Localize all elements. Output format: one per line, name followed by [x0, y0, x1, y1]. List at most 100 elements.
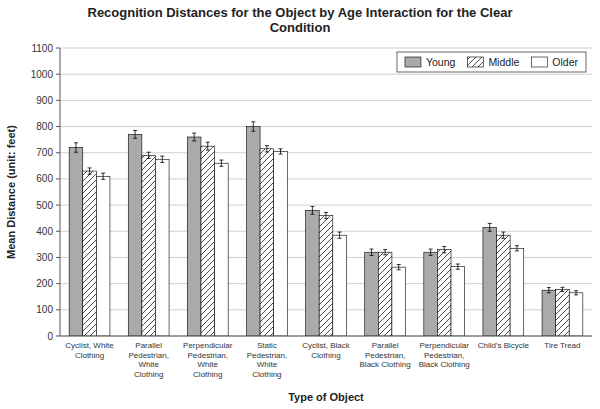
- y-tick: [56, 336, 60, 337]
- bar: [274, 151, 288, 336]
- y-tick-label: 500: [36, 200, 53, 211]
- error-bar: [147, 152, 151, 158]
- y-tick-label: 600: [36, 173, 53, 184]
- error-bar: [515, 246, 519, 251]
- legend-swatch: [405, 57, 421, 67]
- x-tick-label: Cyclist, BlackClothing: [302, 341, 351, 360]
- x-axis: [60, 336, 592, 337]
- error-bar: [133, 130, 137, 138]
- bar: [392, 267, 406, 336]
- grid-line: [60, 336, 592, 337]
- error-bar: [206, 142, 210, 150]
- x-tick-label: Child's Bicycle: [478, 341, 530, 350]
- x-tick-label: Tire Tread: [544, 341, 580, 350]
- grid-line: [60, 74, 592, 75]
- y-tick-label: 1000: [31, 69, 54, 80]
- bar: [215, 163, 229, 336]
- legend: YoungMiddleOlder: [397, 52, 586, 72]
- y-tick: [56, 100, 60, 101]
- y-tick-label: 0: [47, 331, 53, 342]
- error-bar: [429, 249, 433, 255]
- error-bar: [265, 146, 269, 152]
- bar: [437, 250, 451, 336]
- y-tick: [56, 283, 60, 284]
- legend-swatch: [467, 57, 483, 67]
- bar: [365, 252, 379, 336]
- bar: [155, 159, 169, 336]
- error-bar: [219, 160, 223, 166]
- y-axis-label: Mean Distance (unit: feet): [5, 125, 17, 259]
- error-bar: [488, 223, 492, 231]
- grid-line: [60, 126, 592, 127]
- y-tick: [56, 152, 60, 153]
- y-tick-label: 700: [36, 147, 53, 158]
- error-bar: [324, 212, 328, 218]
- bars: [69, 122, 583, 336]
- error-bar: [397, 265, 401, 270]
- bar: [542, 290, 556, 336]
- legend-swatch: [531, 57, 547, 67]
- y-tick-label: 800: [36, 121, 53, 132]
- y-tick-label: 900: [36, 95, 53, 106]
- title: Recognition Distances for the Object by …: [88, 5, 513, 35]
- y-tick: [56, 205, 60, 206]
- y-tick: [56, 231, 60, 232]
- bar: [83, 171, 97, 336]
- bar: [556, 289, 570, 336]
- bar: [319, 216, 333, 336]
- y-tick-label: 1100: [31, 43, 53, 54]
- bar: [128, 134, 142, 336]
- error-bar: [160, 156, 164, 162]
- error-bar: [383, 250, 387, 255]
- error-bar: [251, 122, 255, 131]
- error-bar: [338, 232, 342, 238]
- grid-line: [60, 100, 592, 101]
- error-bar: [310, 206, 314, 214]
- error-bar: [547, 288, 551, 293]
- y-tick-label: 300: [36, 252, 53, 263]
- chart: Recognition Distances for the Object by …: [0, 0, 600, 409]
- y-tick: [56, 257, 60, 258]
- grid-line: [60, 48, 592, 49]
- y-tick: [56, 178, 60, 179]
- legend-frame: [397, 52, 586, 72]
- error-bar: [442, 246, 446, 252]
- y-tick-label: 100: [36, 304, 53, 315]
- grid: [60, 48, 592, 336]
- y-tick: [56, 48, 60, 49]
- bar: [187, 137, 201, 336]
- bar: [497, 235, 511, 336]
- bar: [246, 127, 260, 336]
- error-bar: [278, 149, 282, 154]
- bar: [451, 267, 465, 336]
- x-tick-label: StaticPedestrian,WhiteClothing: [247, 341, 287, 379]
- error-bar: [88, 168, 92, 174]
- y-tick: [56, 126, 60, 127]
- bar: [510, 248, 524, 336]
- error-bar: [501, 232, 505, 238]
- y-tick: [56, 74, 60, 75]
- x-axis-label: Type of Object: [288, 391, 364, 403]
- error-bar: [574, 291, 578, 295]
- bar: [69, 147, 83, 336]
- y-axis: [60, 48, 61, 336]
- bar: [333, 235, 347, 336]
- bar: [424, 252, 438, 336]
- error-bar: [192, 133, 196, 141]
- bar: [96, 176, 110, 336]
- x-tick-label: PerpendicularPedestrian,Black Clothing: [419, 341, 470, 369]
- x-tick-label: PerpendicularPedestrian,WhiteClothing: [183, 341, 233, 379]
- bar: [569, 293, 583, 336]
- error-bar: [456, 264, 460, 269]
- bar: [260, 149, 274, 336]
- bar: [483, 227, 497, 336]
- x-tick-label: Cyclist, WhiteClothing: [65, 341, 114, 360]
- bar: [306, 210, 320, 336]
- error-bar: [560, 287, 564, 291]
- legend-label: Middle: [488, 56, 519, 68]
- error-bar: [101, 173, 105, 179]
- legend-label: Young: [426, 56, 456, 68]
- y-tick-label: 400: [36, 226, 53, 237]
- y-tick-label: 200: [36, 278, 53, 289]
- bar: [201, 146, 215, 336]
